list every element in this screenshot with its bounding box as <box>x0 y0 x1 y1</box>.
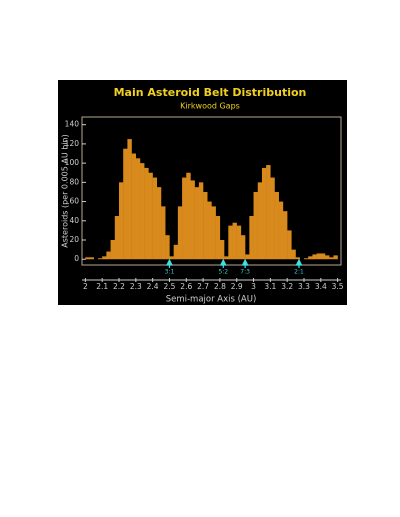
y-tick-label: 140 <box>65 120 80 129</box>
bar <box>194 187 200 260</box>
bar <box>291 249 296 260</box>
bar <box>169 256 174 260</box>
x-tick-label: 3.5 <box>332 282 344 291</box>
x-tick-label: 2.8 <box>214 282 226 291</box>
gap-label: 2:1 <box>294 269 304 276</box>
chart-subtitle: Kirkwood Gaps <box>180 102 240 111</box>
y-axis-label: Asteroids (per 0.005 AU bin) <box>61 134 70 247</box>
bar <box>228 225 233 260</box>
x-tick-label: 2.4 <box>147 282 159 291</box>
bar <box>211 206 216 260</box>
bar <box>140 163 145 260</box>
gap-arrow <box>165 258 173 268</box>
x-axis-label: Semi-major Axis (AU) <box>166 295 257 305</box>
x-tick-label: 2.1 <box>96 282 108 291</box>
bar <box>287 230 292 260</box>
bar <box>215 215 221 260</box>
bar <box>89 257 94 260</box>
bar <box>85 257 90 260</box>
bar <box>207 201 212 260</box>
bar <box>102 256 107 260</box>
bar <box>135 158 141 260</box>
bar <box>152 177 158 260</box>
y-tick-label: 0 <box>74 254 79 263</box>
bar <box>224 256 229 260</box>
x-tick-label: 3.1 <box>264 282 276 291</box>
bar <box>165 235 170 260</box>
bar <box>333 255 338 260</box>
bar <box>232 222 237 260</box>
bar <box>325 255 330 260</box>
bar <box>161 206 166 260</box>
y-tick-label: 20 <box>69 235 79 244</box>
x-tick-label: 2.7 <box>197 282 209 291</box>
gap-arrow <box>219 258 227 268</box>
y-tick-label: 120 <box>65 139 80 148</box>
bar <box>261 167 267 260</box>
bar <box>253 191 258 260</box>
bar <box>257 182 263 260</box>
bar <box>240 235 246 260</box>
gap-label: 3:1 <box>165 269 175 276</box>
bar <box>316 253 322 260</box>
bar <box>320 253 326 260</box>
bar <box>295 257 300 260</box>
y-tick-label: 80 <box>69 177 79 186</box>
x-tick-label: 2.6 <box>180 282 192 291</box>
bar <box>329 257 334 260</box>
x-tick-label: 2.3 <box>130 282 142 291</box>
bar <box>236 225 242 260</box>
bar <box>119 182 124 260</box>
bar <box>270 177 275 260</box>
x-tick-label: 3.3 <box>298 282 310 291</box>
bar <box>249 215 254 260</box>
x-tick-label: 3.2 <box>281 282 293 291</box>
bar <box>110 240 115 260</box>
x-tick-label: 2 <box>83 282 88 291</box>
bar <box>127 139 132 260</box>
bar <box>282 211 288 260</box>
bar <box>266 165 271 260</box>
bar <box>156 187 162 260</box>
chart-title: Main Asteroid Belt Distribution <box>114 86 307 99</box>
y-tick-label: 40 <box>69 216 79 225</box>
bar <box>123 148 128 260</box>
gap-arrow <box>241 258 249 268</box>
x-tick-label: 3.4 <box>315 282 327 291</box>
bar <box>198 182 204 260</box>
gap-label: 5:2 <box>218 269 228 276</box>
bar <box>106 251 111 260</box>
bar <box>245 254 250 260</box>
bar <box>177 206 183 260</box>
bar <box>186 172 191 260</box>
bar <box>173 244 179 260</box>
bar <box>278 201 284 260</box>
bar <box>308 256 313 260</box>
bar <box>312 254 317 260</box>
bar <box>304 258 309 260</box>
bar <box>144 167 149 260</box>
x-tick-label: 2.2 <box>113 282 125 291</box>
x-tick-label: 2.9 <box>231 282 243 291</box>
gap-label: 7:3 <box>240 269 250 276</box>
gap-arrow <box>295 258 303 268</box>
bar <box>219 240 225 260</box>
bar <box>190 180 195 260</box>
y-tick-label: 100 <box>65 158 80 167</box>
x-tick-label: 3 <box>251 282 256 291</box>
bar <box>203 191 208 260</box>
bar <box>114 215 120 260</box>
bar <box>148 172 153 260</box>
bar <box>97 258 103 260</box>
x-tick-label: 2.5 <box>163 282 175 291</box>
plot-frame <box>81 116 342 266</box>
bar <box>274 191 279 260</box>
bar <box>131 153 137 260</box>
bar <box>182 177 187 260</box>
y-tick-label: 60 <box>69 197 79 206</box>
